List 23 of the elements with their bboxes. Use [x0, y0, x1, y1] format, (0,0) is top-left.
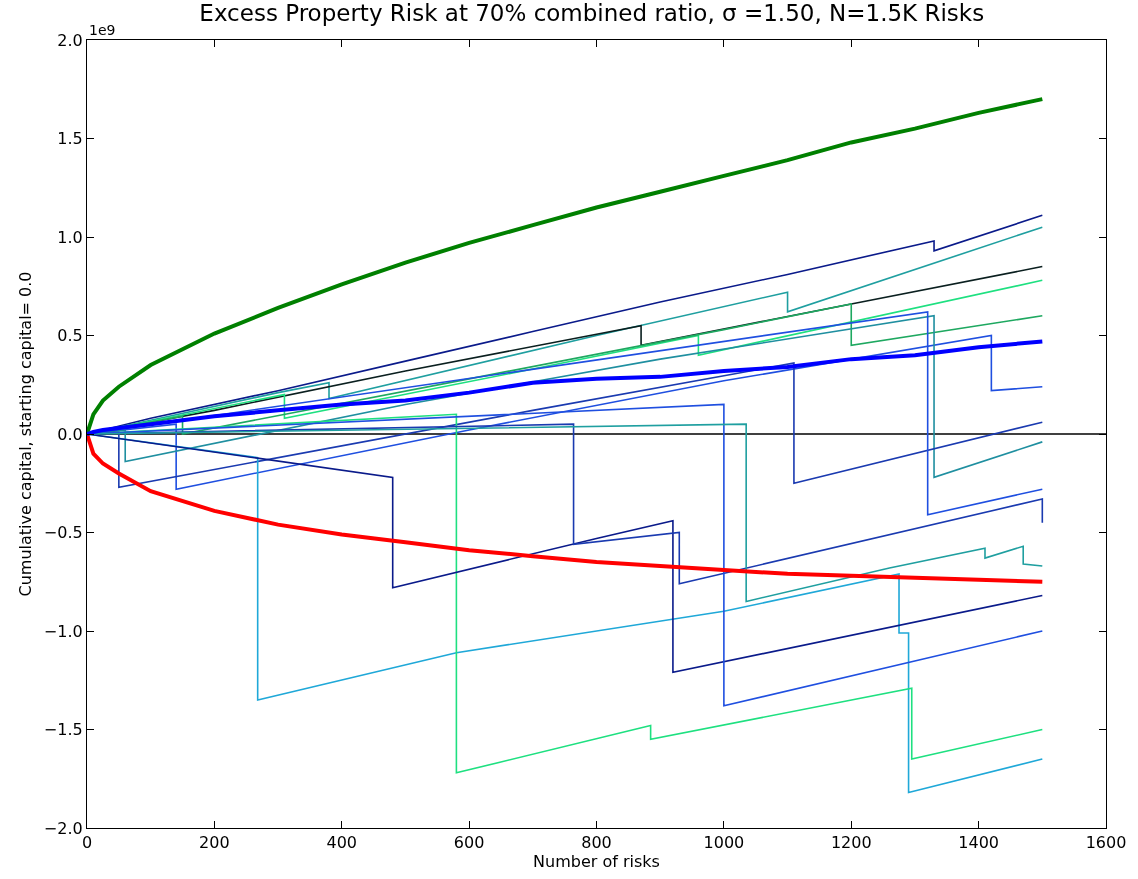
x-tick-label: 400 — [326, 833, 358, 853]
y-tick-label: 0.5 — [57, 326, 83, 346]
y-tick-label: 1.0 — [57, 227, 83, 247]
x-tick-label: 1000 — [703, 833, 745, 853]
y-tick-label: −0.5 — [43, 523, 83, 543]
chart-title: Excess Property Risk at 70% combined ratio, σ =1.50, N=1.5K Risks — [199, 0, 985, 26]
y-tick-label: 1.5 — [57, 129, 83, 149]
text: 1e9 — [89, 22, 116, 38]
y-axis-title: Cumulative capital, starting capital= 0.0 — [15, 271, 35, 597]
x-axis-title: Number of risks — [533, 852, 660, 872]
y-tick-label: 0.0 — [57, 424, 83, 444]
y-tick-label: −1.0 — [43, 621, 83, 641]
x-tick-label: 200 — [199, 833, 230, 853]
y-tick-label: −2.0 — [43, 818, 83, 838]
x-tick-label: 600 — [453, 833, 485, 853]
x-tick-label: 0 — [81, 833, 93, 853]
y-tick-label: −1.5 — [43, 720, 83, 740]
x-tick-label: 1600 — [1085, 833, 1127, 853]
y-tick-label: 2.0 — [57, 30, 83, 50]
x-tick-label: 1200 — [830, 833, 872, 853]
x-tick-label: 1400 — [958, 833, 999, 853]
x-tick-label: 800 — [581, 833, 612, 853]
line-series — [87, 339, 1045, 436]
